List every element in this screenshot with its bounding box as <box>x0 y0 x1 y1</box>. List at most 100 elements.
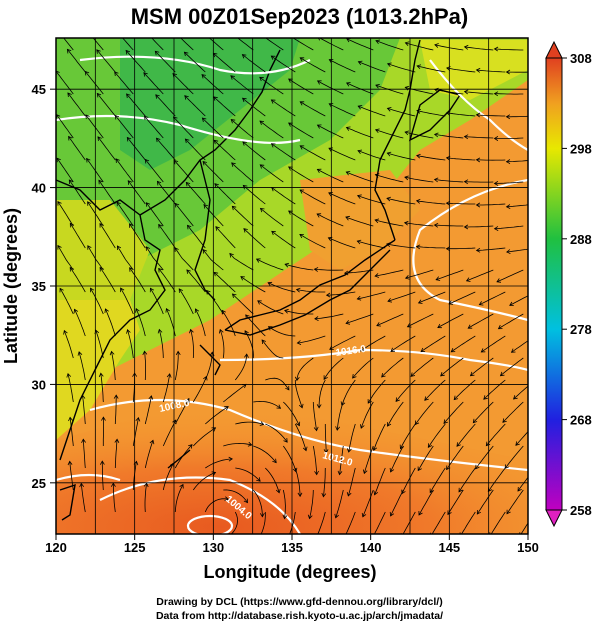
streamline-arrowhead <box>334 513 339 519</box>
streamline-arrowhead <box>165 307 170 313</box>
streamline-arrowhead <box>417 299 423 304</box>
streamline <box>416 155 446 161</box>
streamline <box>284 263 314 271</box>
streamline <box>223 489 248 503</box>
streamline <box>204 498 229 513</box>
streamline-arrowhead <box>231 162 236 167</box>
streamline-arrowhead <box>144 115 149 121</box>
streamline-arrowhead <box>59 287 64 293</box>
streamline <box>476 69 506 73</box>
streamline <box>483 379 506 400</box>
streamline <box>317 124 344 139</box>
streamline-arrowhead <box>213 96 218 101</box>
colorbar-bar <box>545 57 563 511</box>
streamline <box>498 313 524 330</box>
streamline-arrowhead <box>187 224 192 230</box>
streamline <box>336 401 344 431</box>
streamline <box>144 351 146 381</box>
streamline-arrowhead <box>175 350 181 356</box>
streamline <box>92 38 104 51</box>
streamline <box>202 117 224 139</box>
streamline-arrowhead <box>202 31 206 35</box>
streamline-arrowhead <box>374 273 380 278</box>
y-tick-label: 45 <box>32 82 46 97</box>
streamline-arrowhead <box>447 510 452 516</box>
streamline-arrowhead <box>79 482 85 488</box>
streamline <box>215 226 236 249</box>
streamline-arrowhead <box>390 347 396 352</box>
streamline-arrowhead <box>186 269 191 274</box>
streamline <box>195 308 206 337</box>
streamline-arrowhead <box>360 424 365 429</box>
streamline <box>447 489 464 515</box>
streamline-arrowhead <box>188 444 193 449</box>
streamline-arrowhead <box>467 324 473 329</box>
streamline <box>213 52 236 73</box>
streamline <box>494 48 524 51</box>
streamline <box>434 179 464 183</box>
streamline <box>375 129 404 139</box>
streamline-arrowhead <box>295 421 301 427</box>
streamline <box>80 483 86 513</box>
streamline-arrowhead <box>469 371 475 377</box>
contour-label: 1016.0 <box>335 344 367 359</box>
streamline <box>114 395 117 425</box>
streamline <box>78 351 86 381</box>
streamline-arrowhead <box>499 371 505 377</box>
streamline <box>57 245 74 271</box>
streamline-arrowhead <box>258 536 262 540</box>
streamline-arrowhead <box>463 89 469 95</box>
streamline-arrowhead <box>374 128 380 134</box>
streamline <box>174 351 179 381</box>
streamline-arrowhead <box>99 266 104 272</box>
streamline-arrowhead <box>299 101 305 106</box>
streamline-arrowhead <box>437 323 442 329</box>
streamline <box>494 181 524 184</box>
streamline-arrowhead <box>404 130 410 136</box>
streamline <box>288 210 314 227</box>
streamline <box>242 97 266 117</box>
streamline-arrowhead <box>513 395 518 400</box>
streamline-arrowhead <box>505 114 511 120</box>
streamline-arrowhead <box>416 153 421 159</box>
streamline <box>116 201 134 227</box>
streamline <box>135 308 146 337</box>
credit-drawing: Drawing by DCL (https://www.gfd-dennou.o… <box>156 596 443 608</box>
streamline-arrowhead <box>228 456 233 462</box>
streamline <box>84 71 104 95</box>
streamline <box>363 445 374 474</box>
streamline-arrowhead <box>80 394 86 400</box>
streamline <box>346 82 374 95</box>
x-tick-label: 120 <box>45 540 67 555</box>
streamline <box>437 313 464 328</box>
colorbar-tick-label: 288 <box>570 232 592 247</box>
streamline <box>162 463 174 491</box>
streamline-arrowhead <box>325 292 331 298</box>
streamline <box>127 180 146 205</box>
streamline <box>323 357 344 380</box>
streamline-arrowhead <box>387 298 392 303</box>
streamline <box>208 38 224 51</box>
streamline <box>400 423 416 449</box>
streamline-arrowhead <box>435 276 441 281</box>
streamline-arrowhead <box>517 486 522 492</box>
streamline <box>386 243 416 249</box>
streamline <box>144 115 164 139</box>
streamline-arrowhead <box>155 94 160 99</box>
streamline <box>314 268 344 271</box>
streamline <box>375 84 404 95</box>
streamline-arrowhead <box>493 91 499 97</box>
streamline <box>446 157 476 161</box>
streamline <box>185 138 206 161</box>
streamline <box>282 489 286 519</box>
streamline <box>390 489 404 517</box>
streamline <box>431 511 446 534</box>
streamline <box>56 157 74 183</box>
streamline-arrowhead <box>493 181 499 186</box>
streamline <box>253 400 281 409</box>
streamline <box>284 310 314 315</box>
streamline-arrowhead <box>440 371 445 377</box>
streamline-arrowhead <box>99 222 104 228</box>
streamline <box>375 174 404 183</box>
streamline-arrowhead <box>66 48 72 54</box>
